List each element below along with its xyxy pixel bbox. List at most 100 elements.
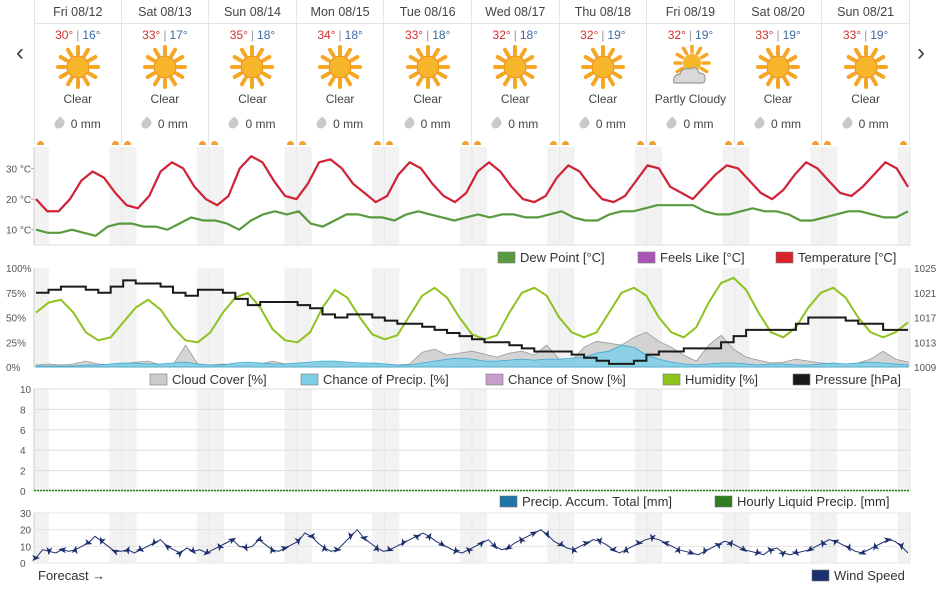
- wind-direction-arrow: [164, 543, 173, 552]
- low-temp: 18°: [257, 28, 276, 42]
- night-band: [559, 513, 575, 563]
- wind-direction-arrow: [504, 543, 514, 551]
- precip-value: 0 mm: [333, 117, 364, 131]
- wind-direction-arrow: [529, 531, 538, 538]
- wind-direction-arrow: [373, 544, 379, 553]
- precip-amount: 0 mm: [122, 116, 209, 131]
- condition-text: Clear: [413, 92, 443, 106]
- temp-tick-label: 30 °C: [6, 164, 31, 175]
- wind-direction-arrow: [674, 545, 681, 555]
- night-band: [897, 147, 910, 245]
- humidity-legend-swatch: [662, 373, 681, 386]
- pressure-tick-label: 1021: [914, 289, 937, 300]
- day-temperatures: 32° | 18°: [472, 27, 559, 43]
- temperature-line: [35, 155, 909, 213]
- sunset-icon: [899, 141, 907, 145]
- previous-days-button[interactable]: ‹: [16, 39, 24, 66]
- wind-direction-arrow: [791, 548, 799, 557]
- wind-direction-arrow: [623, 545, 630, 554]
- sunrise-icon: [473, 141, 481, 145]
- low-temp: 18°: [519, 28, 538, 42]
- day-column[interactable]: Fri 08/12 30° | 16° Clear 0 mm: [34, 0, 122, 145]
- cloud-cover-legend-label: Cloud Cover [%]: [172, 372, 267, 387]
- humidity-tick-label: 25%: [6, 338, 26, 349]
- night-band: [209, 389, 225, 491]
- night-band: [822, 513, 838, 563]
- dew-point-legend-swatch: [497, 251, 516, 264]
- precip-amount: 0 mm: [647, 116, 734, 131]
- pressure-tick-label: 1017: [914, 314, 937, 325]
- next-days-button[interactable]: ›: [917, 39, 925, 66]
- wind-direction-arrow: [609, 546, 618, 553]
- day-column[interactable]: Tue 08/16 33° | 18° Clear 0 mm: [384, 0, 472, 145]
- wind-direction-arrow: [858, 548, 867, 555]
- wind-direction-arrow: [401, 538, 408, 547]
- wind-direction-arrow: [465, 547, 474, 555]
- wind-direction-arrow: [844, 543, 851, 552]
- sunset-icon: [199, 141, 207, 145]
- low-temp: 18°: [432, 28, 451, 42]
- day-temperatures: 33° | 17°: [122, 27, 209, 43]
- day-column[interactable]: Wed 08/17 32° | 18° Clear 0 mm: [471, 0, 560, 145]
- pressure-tick-label: 1009: [914, 363, 937, 374]
- night-band: [384, 268, 400, 367]
- high-temp: 30°: [55, 28, 74, 42]
- humidity-tick-label: 75%: [6, 289, 26, 300]
- sunrise-icon: [123, 141, 131, 145]
- cloud-cover-legend-swatch: [149, 373, 168, 386]
- day-column[interactable]: Thu 08/18 32° | 19° Clear 0 mm: [559, 0, 648, 145]
- high-temp: 33°: [842, 28, 862, 42]
- day-column[interactable]: Mon 08/15 34° | 18° Clear 0 mm: [296, 0, 385, 145]
- dew_point-line: [35, 204, 909, 237]
- wind-direction-arrow: [596, 536, 603, 546]
- high-temp: 34°: [317, 28, 336, 42]
- feels-like-legend-label: Feels Like [°C]: [660, 250, 745, 265]
- sun-icon: [580, 45, 625, 89]
- day-column[interactable]: Sun 08/14 35° | 18° Clear 0 mm: [209, 0, 297, 145]
- feels-like-legend-swatch: [637, 251, 656, 264]
- wind-direction-arrow: [307, 532, 316, 539]
- precip-value: 0 mm: [245, 117, 276, 131]
- night-band: [734, 513, 750, 563]
- day-column[interactable]: Sat 08/20 33° | 19° Clear 0 mm: [734, 0, 823, 145]
- high-temp: 35°: [229, 28, 248, 42]
- night-band: [472, 268, 487, 367]
- wind-direction-arrow: [476, 540, 485, 548]
- temp-separator: |: [338, 28, 342, 42]
- low-temp: 19°: [607, 28, 626, 42]
- night-band: [372, 389, 385, 491]
- precip-amount: 0 mm: [822, 116, 909, 131]
- day-column[interactable]: Fri 08/19 32° | 19° Partly Cloudy 0 mm: [647, 0, 735, 145]
- night-band: [459, 389, 472, 491]
- wind-direction-arrow: [46, 547, 53, 556]
- day-column[interactable]: Sat 08/13 33° | 17° Clear 0 mm: [121, 0, 210, 145]
- day-date: Sun 08/14: [209, 0, 296, 24]
- night-band: [722, 147, 735, 245]
- sunset-icon: [637, 141, 645, 145]
- raindrop-icon: [402, 116, 417, 131]
- day-column[interactable]: Sun 08/21 33° | 19° Clear 0 mm: [822, 0, 910, 145]
- chance-precip-area: [35, 344, 909, 368]
- day-date: Sun 08/21: [822, 0, 909, 24]
- condition-text: Clear: [150, 92, 180, 106]
- sun-markers: [735, 139, 822, 145]
- precip-value: 0 mm: [858, 117, 889, 131]
- sunset-icon: [461, 141, 469, 145]
- sun-icon: [230, 45, 275, 89]
- day-temperatures: 33° | 18°: [384, 27, 471, 43]
- night-band: [209, 147, 225, 245]
- night-band: [296, 389, 312, 491]
- pressure-tick-label: 1025: [914, 264, 937, 275]
- night-band: [647, 147, 663, 245]
- precip-total-legend-swatch: [499, 495, 518, 508]
- sun-markers: [647, 139, 734, 145]
- wind-direction-arrow: [359, 535, 369, 542]
- wind-tick-label: 20: [20, 526, 32, 537]
- night-band: [384, 513, 400, 563]
- night-band: [634, 513, 648, 563]
- day-date: Wed 08/17: [471, 0, 559, 24]
- high-temp: 32°: [492, 28, 511, 42]
- pressure-tick-label: 1013: [914, 338, 937, 349]
- high-temp: 32°: [580, 28, 599, 42]
- night-band: [459, 268, 472, 367]
